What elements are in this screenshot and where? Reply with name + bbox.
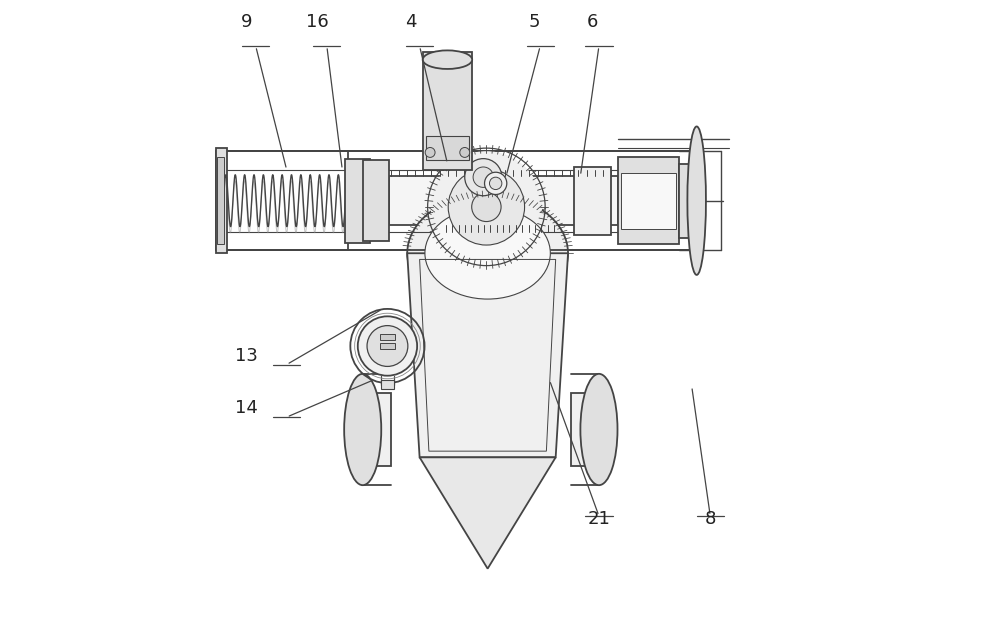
Ellipse shape: [423, 51, 472, 69]
Text: 21: 21: [588, 510, 610, 529]
Ellipse shape: [489, 177, 502, 190]
Bar: [363, 393, 391, 466]
Bar: [217, 157, 224, 244]
Ellipse shape: [425, 207, 550, 299]
Ellipse shape: [485, 172, 507, 195]
Text: 14: 14: [235, 399, 258, 417]
Bar: [216, 148, 227, 253]
Ellipse shape: [465, 158, 502, 196]
Text: 9: 9: [241, 12, 252, 31]
Bar: [621, 173, 676, 228]
Ellipse shape: [473, 167, 494, 187]
Ellipse shape: [358, 316, 417, 376]
Ellipse shape: [367, 326, 408, 366]
Bar: [618, 157, 679, 244]
Bar: [574, 167, 611, 235]
Ellipse shape: [431, 151, 542, 263]
Bar: [381, 380, 394, 389]
Bar: [571, 393, 599, 466]
Text: 8: 8: [705, 510, 716, 529]
Bar: [345, 158, 370, 243]
Ellipse shape: [460, 147, 470, 157]
Bar: [389, 176, 618, 225]
Ellipse shape: [472, 192, 501, 222]
Polygon shape: [216, 151, 698, 250]
Ellipse shape: [425, 147, 435, 157]
Bar: [380, 334, 395, 340]
Polygon shape: [407, 253, 568, 457]
Ellipse shape: [407, 195, 568, 312]
Text: 4: 4: [405, 12, 416, 31]
Ellipse shape: [344, 374, 381, 485]
Bar: [426, 136, 469, 160]
Polygon shape: [420, 457, 556, 568]
Ellipse shape: [580, 374, 618, 485]
Text: 13: 13: [235, 346, 258, 364]
Text: 16: 16: [306, 12, 329, 31]
Ellipse shape: [687, 127, 706, 275]
Bar: [220, 151, 348, 250]
Bar: [224, 152, 345, 249]
Bar: [380, 343, 395, 349]
Bar: [363, 160, 389, 241]
Text: 5: 5: [528, 12, 540, 31]
Text: 6: 6: [587, 12, 598, 31]
Bar: [679, 163, 698, 238]
Ellipse shape: [448, 168, 525, 245]
Bar: [423, 52, 472, 170]
